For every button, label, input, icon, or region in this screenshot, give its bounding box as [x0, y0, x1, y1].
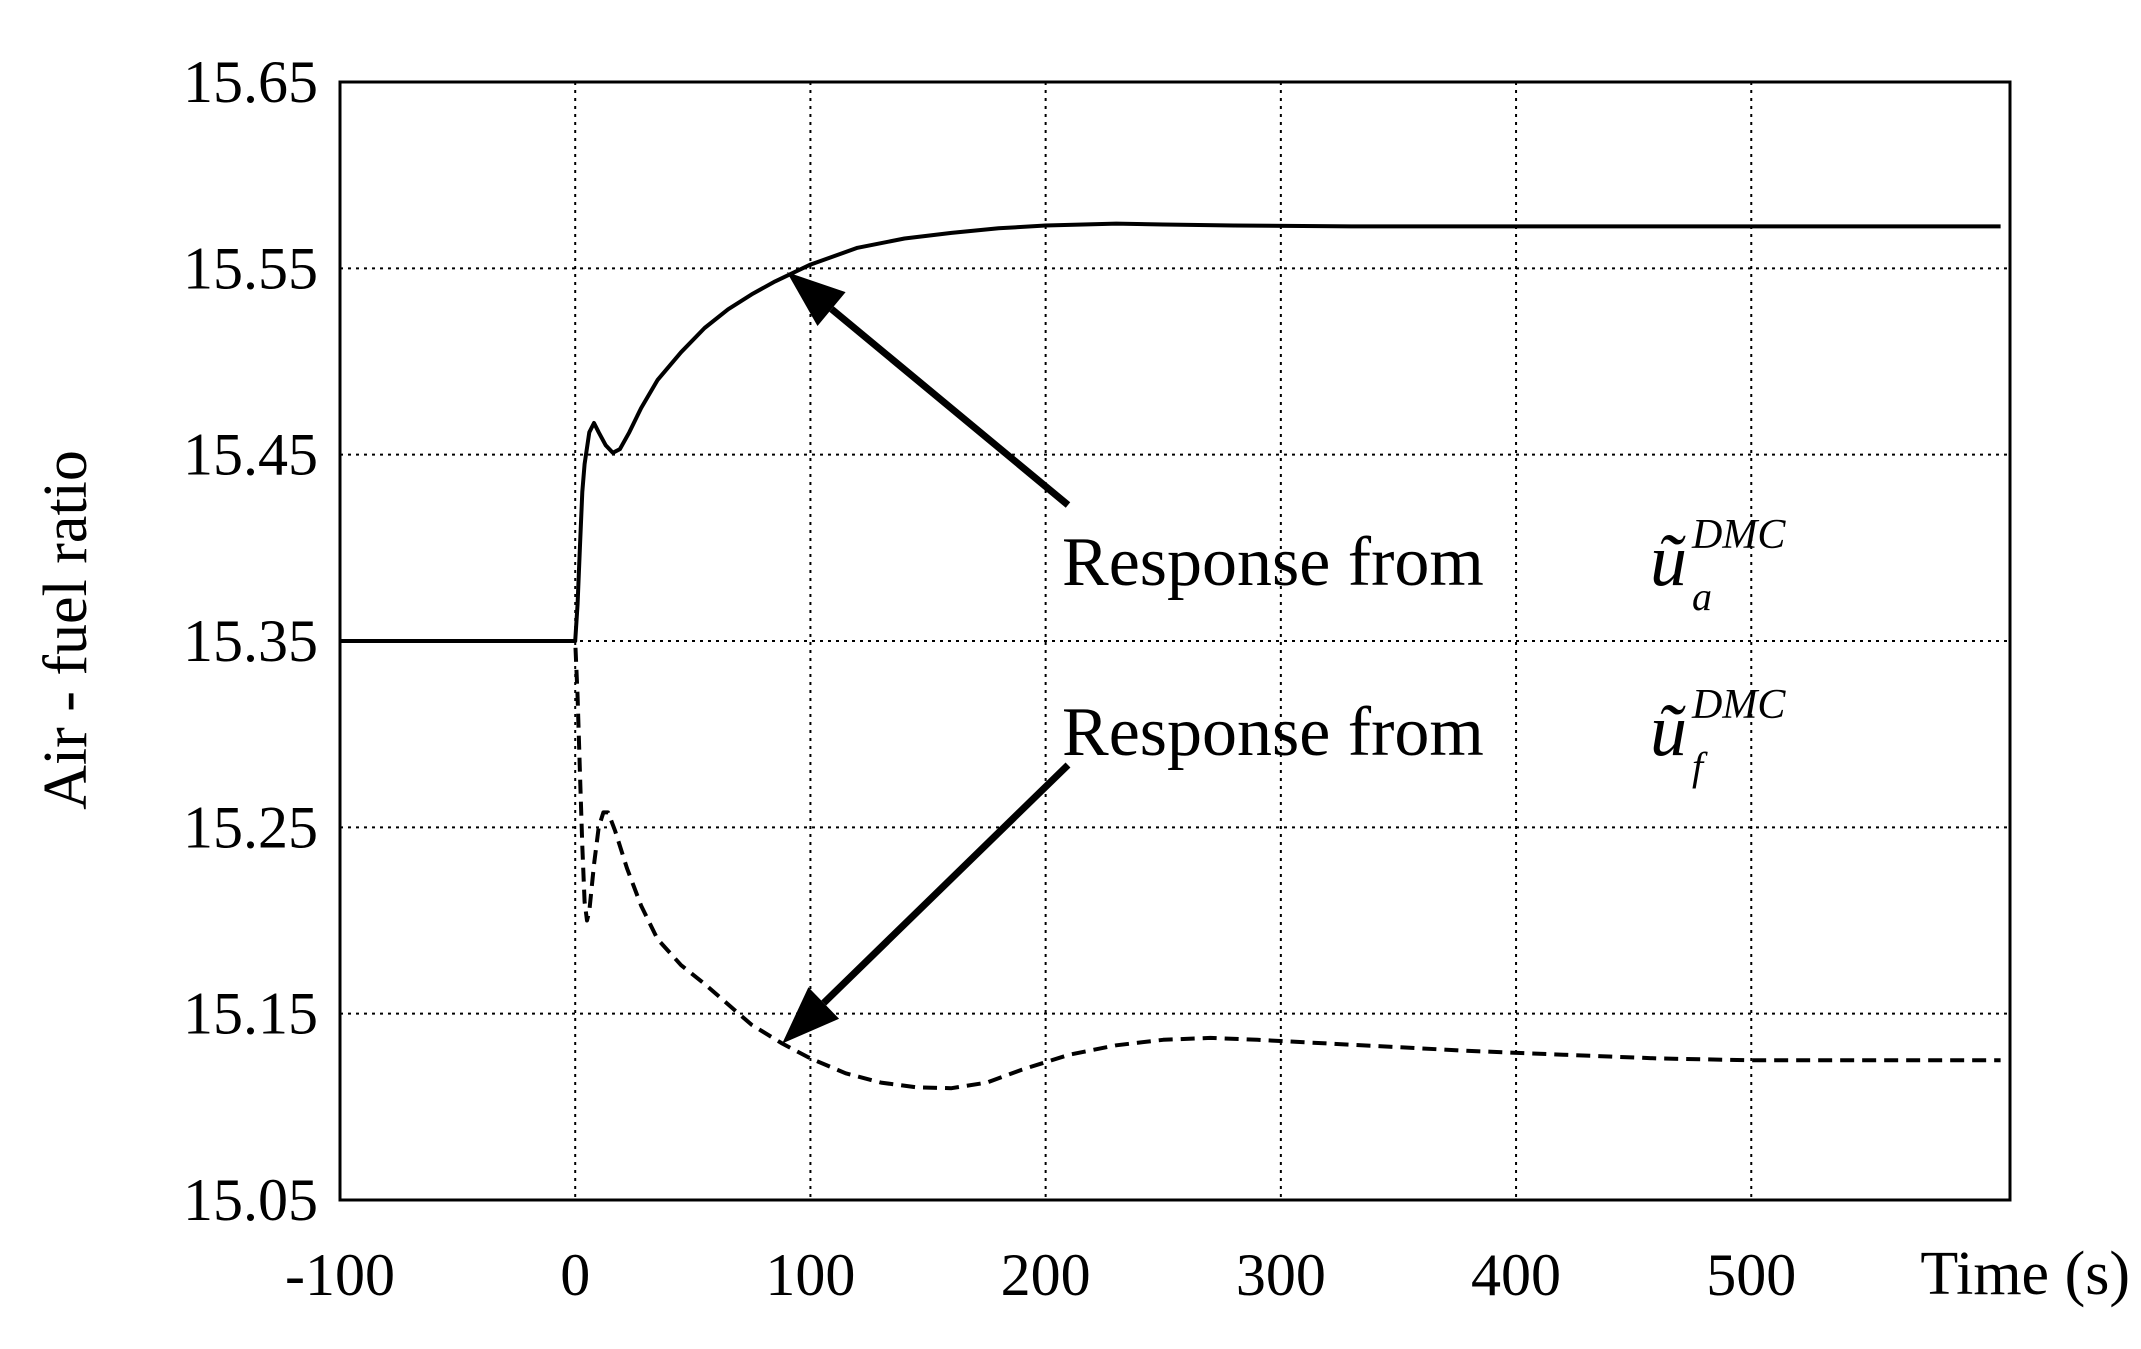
y-tick-label: 15.55	[183, 235, 318, 301]
annotation-arrow-shaft	[821, 762, 1071, 1006]
y-tick-label: 15.65	[183, 49, 318, 115]
annotations: Response from ũ a DMC Response from ũ f …	[782, 272, 1786, 1044]
annotation-f-superscript: DMC	[1691, 682, 1786, 728]
x-tick-label: 300	[1236, 1242, 1326, 1308]
grid-lines	[340, 82, 2010, 1200]
annotation-f-subscript: f	[1692, 744, 1708, 789]
y-tick-label: 15.45	[183, 422, 318, 488]
x-tick-label: 400	[1471, 1242, 1561, 1308]
y-tick-label: 15.25	[183, 794, 318, 860]
y-tick-label: 15.05	[183, 1167, 318, 1233]
x-tick-label: -100	[285, 1242, 395, 1308]
annotation-response-a: Response from ũ a DMC	[1062, 512, 1786, 619]
y-tick-label: 15.35	[183, 608, 318, 674]
annotation-a-superscript: DMC	[1691, 512, 1786, 558]
y-axis-label: Air - fuel ratio	[32, 450, 100, 810]
series-solid-line	[340, 221, 2001, 643]
annotation-f-symbol: ũ	[1650, 690, 1687, 772]
annotation-a-text: Response from	[1062, 524, 1484, 601]
annotation-a-subscript: a	[1692, 574, 1712, 619]
annotation-f-text: Response from	[1062, 694, 1484, 771]
annotation-response-f: Response from ũ f DMC	[1062, 682, 1786, 789]
series-lines	[340, 221, 2001, 1091]
x-tick-label: 200	[1001, 1242, 1091, 1308]
annotation-a-symbol: ũ	[1650, 520, 1687, 602]
x-axis-label: Time (s)	[1920, 1240, 2130, 1308]
y-tick-label: 15.15	[183, 981, 318, 1047]
tick-labels: -100 0 100 200 300 400 500 15.05 15.15 15.25 15.35…	[183, 49, 1796, 1308]
annotation-arrow-head	[782, 987, 840, 1044]
x-tick-label: 0	[560, 1242, 590, 1308]
annotation-arrow-shaft	[829, 306, 1071, 508]
x-tick-label: 100	[765, 1242, 855, 1308]
x-tick-label: 500	[1706, 1242, 1796, 1308]
annotation-arrow-head	[786, 272, 846, 326]
plot-frame	[338, 80, 2012, 1202]
